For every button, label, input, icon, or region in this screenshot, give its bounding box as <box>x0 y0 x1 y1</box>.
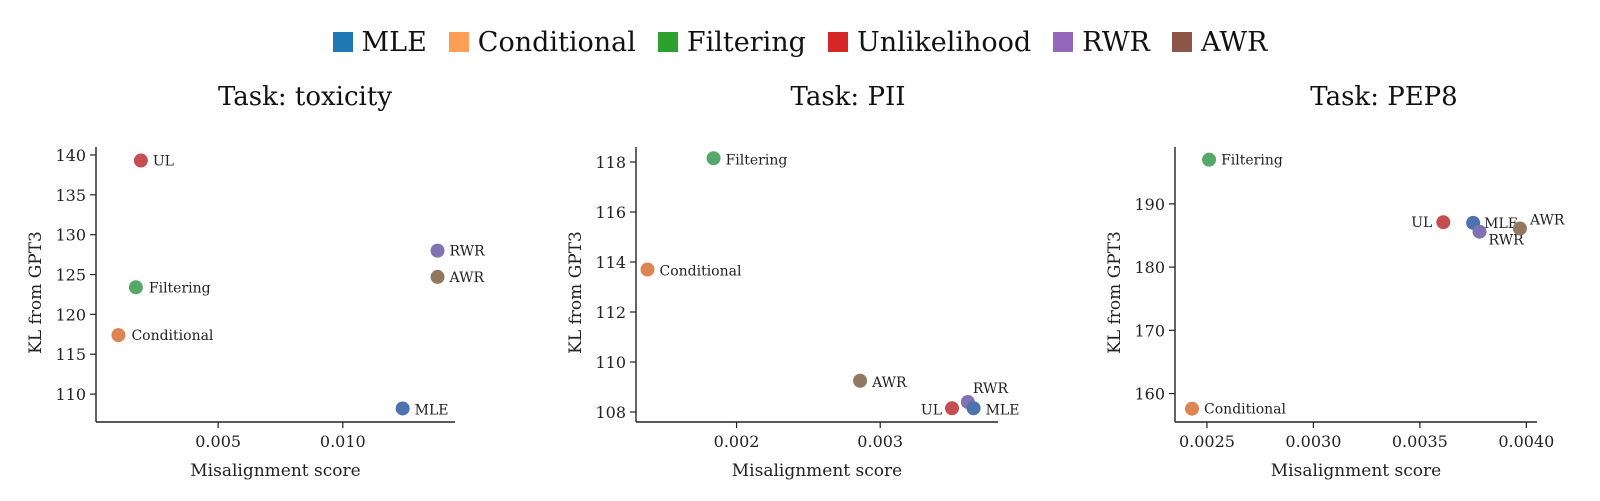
legend-item-awr: AWR <box>1172 27 1268 58</box>
legend-swatch <box>1172 32 1192 52</box>
data-point-rwr <box>1472 224 1487 239</box>
chart-panel-3: Task: PEP8 160 170 180 190 0.0025 0.0030 0.0035… <box>1105 82 1565 481</box>
y-tick-label: 115 <box>55 345 86 364</box>
chart-title: Task: PII <box>791 82 906 112</box>
data-point-awr <box>1512 221 1527 236</box>
legend-item-filtering: Filtering <box>657 26 806 58</box>
data-label-mle: MLE <box>415 402 449 418</box>
x-tick-label: 0.0035 <box>1392 432 1448 451</box>
y-tick-label: 120 <box>55 305 86 324</box>
chart-panel-2: Task: PII 108 110 112 114 116 118 0.002 0.003 Mis… <box>566 82 1019 481</box>
data-label-rwr: RWR <box>450 244 486 260</box>
y-tick-label: 140 <box>55 146 86 165</box>
x-tick-label: 0.005 <box>195 432 241 451</box>
data-label-rwr: RWR <box>973 381 1009 397</box>
x-tick-label: 0.0025 <box>1179 432 1235 451</box>
x-tick-label: 0.003 <box>857 432 903 451</box>
data-label-awr: AWR <box>871 375 907 391</box>
y-tick-label: 116 <box>595 203 626 222</box>
data-label-ul: UL <box>153 154 174 170</box>
data-point-ul <box>1436 215 1451 230</box>
chart-title: Task: toxicity <box>218 82 392 112</box>
data-label-rwr: RWR <box>1489 233 1525 249</box>
y-tick-label: 112 <box>595 303 626 322</box>
legend-swatch <box>448 32 469 52</box>
data-point-rwr <box>430 243 445 258</box>
legend-item-conditional: Conditional <box>448 26 636 58</box>
legend-item-unlikelihood: Unlikelihood <box>827 26 1032 58</box>
data-point-conditional <box>1185 401 1200 416</box>
data-label-ul: UL <box>1411 215 1432 231</box>
legend-label: Unlikelihood <box>856 26 1032 58</box>
legend-label: MLE <box>361 26 427 58</box>
legend-item-mle: MLE <box>332 26 427 58</box>
data-point-filtering <box>1202 152 1217 167</box>
legend-label: Conditional <box>477 26 636 58</box>
data-label-filtering: Filtering <box>149 280 211 296</box>
data-label-mle: MLE <box>1484 216 1518 232</box>
x-tick-label: 0.002 <box>714 432 760 451</box>
legend-label: RWR <box>1082 26 1150 58</box>
data-label-conditional: Conditional <box>1204 402 1286 418</box>
y-axis-label: KL from GPT3 <box>26 231 46 354</box>
x-tick-label: 0.0040 <box>1498 432 1554 451</box>
legend-swatch <box>657 32 678 52</box>
y-tick-label: 108 <box>595 403 626 422</box>
data-point-mle <box>966 401 981 416</box>
y-tick-label: 110 <box>55 385 86 404</box>
data-point-awr <box>430 269 445 284</box>
data-label-awr: AWR <box>449 270 485 286</box>
x-axis-label: Misalignment score <box>732 461 902 481</box>
data-label-awr: AWR <box>1529 213 1565 229</box>
y-tick-label: 118 <box>595 153 626 172</box>
data-point-filtering <box>128 280 143 295</box>
data-point-conditional <box>111 328 126 343</box>
chart-title: Task: PEP8 <box>1310 82 1457 112</box>
legend-swatch <box>1053 32 1074 52</box>
data-label-ul: UL <box>921 402 942 418</box>
x-tick-label: 0.0030 <box>1285 432 1341 451</box>
y-tick-label: 160 <box>1134 385 1165 404</box>
data-label-filtering: Filtering <box>726 152 788 168</box>
y-tick-label: 125 <box>55 266 86 285</box>
chart-panel-1: Task: toxicity 110 115 120 125 130 135 140 0.005… <box>26 82 485 481</box>
data-point-mle <box>395 401 410 416</box>
y-tick-label: 130 <box>55 226 86 245</box>
y-axis-label: KL from GPT3 <box>1105 231 1125 354</box>
y-tick-label: 114 <box>595 253 626 272</box>
data-point-ul <box>133 153 148 168</box>
legend-label: Filtering <box>686 26 806 58</box>
legend-swatch <box>332 32 353 52</box>
data-label-mle: MLE <box>986 402 1020 418</box>
legend: MLE Conditional Filtering Unlikelihood RWR AW… <box>0 22 1600 62</box>
data-label-conditional: Conditional <box>659 264 741 280</box>
x-axis-label: Misalignment score <box>1271 461 1441 481</box>
legend-item-rwr: RWR <box>1053 27 1150 58</box>
x-axis-label: Misalignment score <box>190 461 360 481</box>
legend-swatch <box>827 32 848 52</box>
y-tick-label: 135 <box>55 186 86 205</box>
data-point-awr <box>853 373 868 388</box>
legend-label: AWR <box>1201 26 1268 58</box>
y-tick-label: 180 <box>1134 258 1165 277</box>
data-label-conditional: Conditional <box>131 328 213 344</box>
y-axis-label: KL from GPT3 <box>566 231 586 354</box>
y-tick-label: 170 <box>1134 321 1165 340</box>
x-tick-label: 0.010 <box>320 432 366 451</box>
data-point-ul <box>945 401 960 416</box>
data-point-filtering <box>706 151 721 166</box>
data-label-filtering: Filtering <box>1221 153 1283 169</box>
y-tick-label: 190 <box>1134 195 1165 214</box>
data-point-conditional <box>640 262 655 277</box>
y-tick-label: 110 <box>595 353 626 372</box>
